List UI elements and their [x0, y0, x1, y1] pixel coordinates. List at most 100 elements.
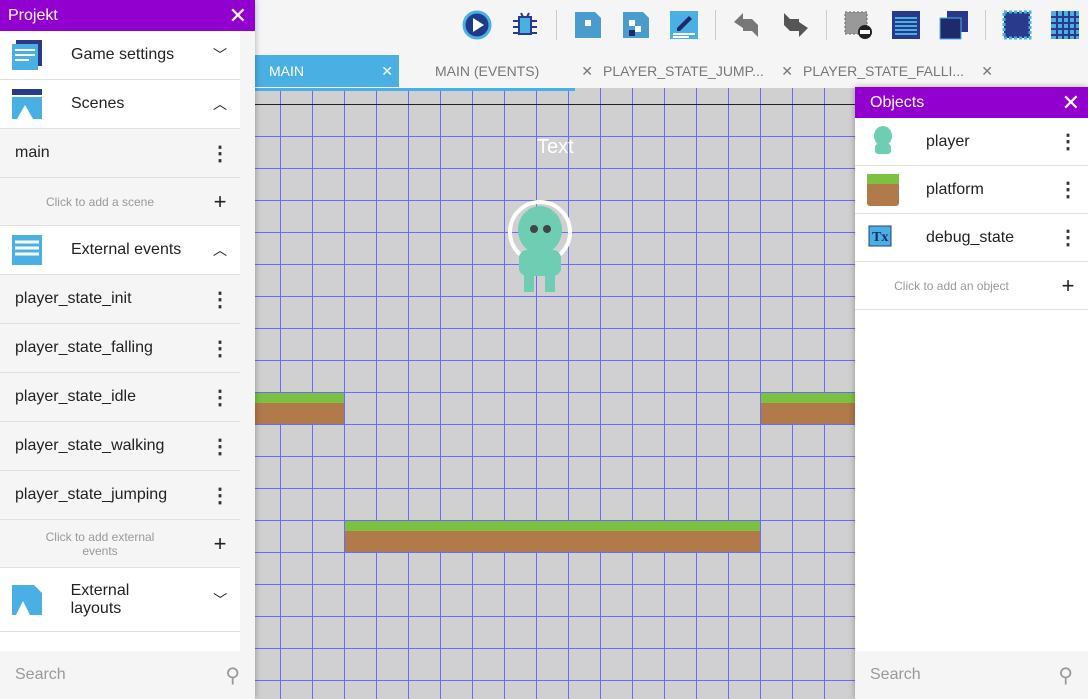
item-label: player_state_jumping: [15, 486, 168, 503]
scrollbar[interactable]: [240, 31, 255, 651]
tab-player-state-falling[interactable]: PLAYER_STATE_FALLI... ✕: [799, 55, 999, 87]
scene-label: main: [15, 144, 50, 161]
search-placeholder: Search: [15, 666, 66, 683]
toolbar: 1:1: [460, 8, 1088, 42]
objects-panel-header: Objects ✕: [855, 87, 1088, 118]
close-icon[interactable]: ✕: [981, 62, 993, 79]
tab-main-events[interactable]: MAIN (EVENTS) ✕: [399, 55, 599, 87]
scene-canvas[interactable]: Text: [255, 88, 855, 699]
more-icon[interactable]: ⋮: [210, 435, 230, 458]
redo-icon[interactable]: [778, 8, 812, 42]
section-external-layouts[interactable]: External layouts ﹀: [0, 568, 240, 632]
search-icon[interactable]: ⚲: [1058, 664, 1073, 687]
object-label: debug_state: [926, 228, 1015, 246]
window-mask-icon[interactable]: [1000, 8, 1034, 42]
instances-icon[interactable]: [937, 8, 971, 42]
external-event-item[interactable]: player_state_walking ⋮: [0, 422, 240, 471]
layers-icon[interactable]: [889, 8, 923, 42]
panel-title: Projekt: [8, 6, 58, 24]
svg-text:Tx: Tx: [872, 230, 888, 245]
section-label: External layouts: [70, 581, 130, 617]
window-boundary: [255, 104, 855, 105]
section-label: Scenes: [71, 95, 125, 112]
section-label: External events: [71, 241, 182, 258]
more-icon[interactable]: ⋮: [210, 142, 230, 165]
grid-icon[interactable]: [1048, 8, 1082, 42]
game-settings-icon: [12, 40, 42, 70]
more-icon[interactable]: ⋮: [1058, 131, 1078, 153]
tab-label: PLAYER_STATE_JUMP...: [603, 63, 764, 79]
external-event-item[interactable]: player_state_jumping ⋮: [0, 471, 240, 520]
external-events-icon: [12, 235, 42, 265]
external-event-item[interactable]: player_state_idle ⋮: [0, 373, 240, 422]
platform-instance[interactable]: [255, 393, 344, 424]
chevron-up-icon[interactable]: ︿: [213, 96, 227, 112]
item-label: player_state_init: [15, 290, 132, 307]
object-item-player[interactable]: player ⋮: [855, 118, 1088, 166]
debug-icon[interactable]: [508, 8, 542, 42]
section-game-settings[interactable]: Game settings ﹀: [0, 31, 240, 80]
delete-icon[interactable]: [841, 8, 875, 42]
objects-panel: Objects ✕ player ⋮ platform ⋮ Tx debug_state…: [855, 87, 1088, 699]
chevron-down-icon[interactable]: ﹀: [213, 47, 227, 63]
undo-icon[interactable]: [730, 8, 764, 42]
platform-instance[interactable]: [761, 393, 855, 424]
text-instance[interactable]: Text: [537, 136, 574, 158]
add-label: Click to add an object: [894, 278, 1009, 293]
plus-icon[interactable]: +: [1061, 272, 1075, 298]
plus-icon[interactable]: +: [213, 530, 227, 556]
tab-label: PLAYER_STATE_FALLI...: [803, 63, 965, 79]
player-icon: [874, 125, 892, 154]
item-label: player_state_walking: [15, 437, 165, 454]
add-object-button[interactable]: Click to add an object +: [855, 262, 1088, 310]
tab-main[interactable]: MAIN ✕: [255, 55, 399, 87]
scene-item-main[interactable]: main ⋮: [0, 129, 240, 178]
close-icon[interactable]: ✕: [381, 62, 393, 79]
object-label: player: [926, 132, 970, 150]
more-icon[interactable]: ⋮: [210, 484, 230, 507]
more-icon[interactable]: ⋮: [210, 288, 230, 311]
section-label: Game settings: [71, 46, 175, 63]
object-item-debug-state[interactable]: Tx debug_state ⋮: [855, 214, 1088, 262]
object-label: platform: [926, 180, 984, 198]
editor-tabs: MAIN ✕ MAIN (EVENTS) ✕ PLAYER_STATE_JUMP..…: [255, 55, 1000, 87]
more-icon[interactable]: ⋮: [1058, 227, 1078, 249]
search-placeholder: Search: [870, 666, 921, 683]
object-item-platform[interactable]: platform ⋮: [855, 166, 1088, 214]
scenes-icon: [12, 89, 42, 119]
project-panel-header: Projekt ✕: [0, 0, 255, 31]
section-scenes[interactable]: Scenes ︿: [0, 80, 240, 129]
close-icon[interactable]: ✕: [781, 62, 793, 79]
tab-label: MAIN (EVENTS): [435, 63, 540, 79]
more-icon[interactable]: ⋮: [210, 386, 230, 409]
plus-icon[interactable]: +: [213, 188, 227, 214]
add-label: Click to add external events: [45, 529, 155, 558]
play-icon[interactable]: [460, 8, 494, 42]
more-icon[interactable]: ⋮: [1058, 179, 1078, 201]
search-icon[interactable]: ⚲: [225, 664, 240, 687]
player-instance[interactable]: [507, 200, 573, 299]
item-label: player_state_idle: [15, 388, 136, 405]
external-event-item[interactable]: player_state_init ⋮: [0, 275, 240, 324]
project-search-input[interactable]: Search ⚲: [0, 651, 255, 699]
add-external-events-button[interactable]: Click to add external events +: [0, 520, 240, 568]
section-external-events[interactable]: External events ︿: [0, 226, 240, 275]
external-event-item[interactable]: player_state_falling ⋮: [0, 324, 240, 373]
more-icon[interactable]: ⋮: [210, 337, 230, 360]
close-icon[interactable]: ✕: [581, 62, 593, 79]
add-scene-button[interactable]: Click to add a scene +: [0, 178, 240, 226]
edit-icon[interactable]: [667, 8, 701, 42]
object-icon[interactable]: [571, 8, 605, 42]
text-object-icon: Tx: [868, 225, 892, 246]
add-label: Click to add a scene: [45, 194, 155, 209]
object-groups-icon[interactable]: [619, 8, 653, 42]
external-layouts-icon: [12, 584, 42, 615]
chevron-up-icon[interactable]: ︿: [213, 242, 227, 258]
chevron-down-icon[interactable]: ﹀: [213, 591, 228, 608]
close-icon[interactable]: ✕: [1061, 89, 1080, 115]
scroll-indicator: [255, 88, 575, 91]
platform-instance[interactable]: [345, 521, 760, 552]
tab-player-state-jumping[interactable]: PLAYER_STATE_JUMP... ✕: [599, 55, 799, 87]
objects-search-input[interactable]: Search ⚲: [855, 651, 1088, 699]
close-icon[interactable]: ✕: [228, 2, 247, 28]
